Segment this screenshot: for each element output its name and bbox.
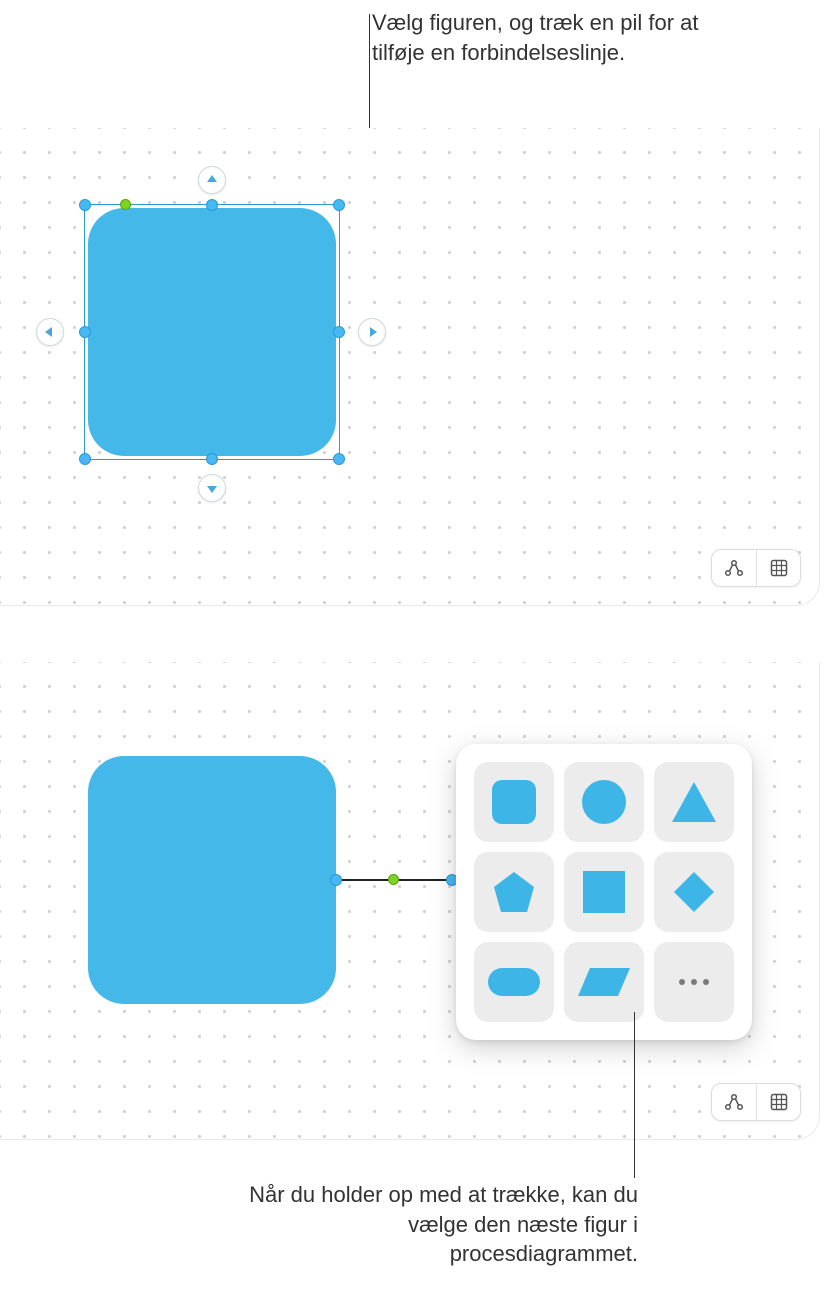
shape-rounded-square-option[interactable] xyxy=(474,762,554,842)
resize-handle-n[interactable] xyxy=(206,199,218,211)
resize-handle-w[interactable] xyxy=(79,326,91,338)
shape-triangle-option[interactable] xyxy=(654,762,734,842)
grid-toggle-button[interactable] xyxy=(756,1084,800,1120)
resize-handle-nw[interactable] xyxy=(79,199,91,211)
canvas-toolbar xyxy=(711,1083,801,1121)
shape-circle-option[interactable] xyxy=(564,762,644,842)
connection-tool-button[interactable] xyxy=(712,550,756,586)
shape-square-option[interactable] xyxy=(564,852,644,932)
callout-leader-bottom xyxy=(634,1012,635,1178)
shape-parallelogram-option[interactable] xyxy=(564,942,644,1022)
shape-pentagon-option[interactable] xyxy=(474,852,554,932)
resize-handle-se[interactable] xyxy=(333,453,345,465)
shape-capsule-option[interactable] xyxy=(474,942,554,1022)
rotation-handle[interactable] xyxy=(120,199,131,210)
callout-bottom: Når du holder op med at trække, kan du v… xyxy=(232,1180,638,1269)
callout-top: Vælg figuren, og træk en pil for at tilf… xyxy=(372,8,702,67)
arrow-up-handle[interactable] xyxy=(198,166,226,194)
arrow-right-handle[interactable] xyxy=(358,318,386,346)
canvas-panel-top xyxy=(0,128,820,606)
arrow-left-handle[interactable] xyxy=(36,318,64,346)
connector-start-handle[interactable] xyxy=(330,874,342,886)
resize-handle-e[interactable] xyxy=(333,326,345,338)
canvas-panel-bottom xyxy=(0,662,820,1140)
shape-more-option[interactable] xyxy=(654,942,734,1022)
grid-toggle-button[interactable] xyxy=(756,550,800,586)
shape-picker-popover xyxy=(456,744,752,1040)
resize-handle-ne[interactable] xyxy=(333,199,345,211)
connection-tool-button[interactable] xyxy=(712,1084,756,1120)
resize-handle-sw[interactable] xyxy=(79,453,91,465)
canvas-toolbar xyxy=(711,549,801,587)
arrow-down-handle[interactable] xyxy=(198,474,226,502)
resize-handle-s[interactable] xyxy=(206,453,218,465)
connector-mid-handle[interactable] xyxy=(388,874,399,885)
selected-shape[interactable] xyxy=(88,208,336,456)
source-shape[interactable] xyxy=(88,756,336,1004)
shape-diamond-option[interactable] xyxy=(654,852,734,932)
